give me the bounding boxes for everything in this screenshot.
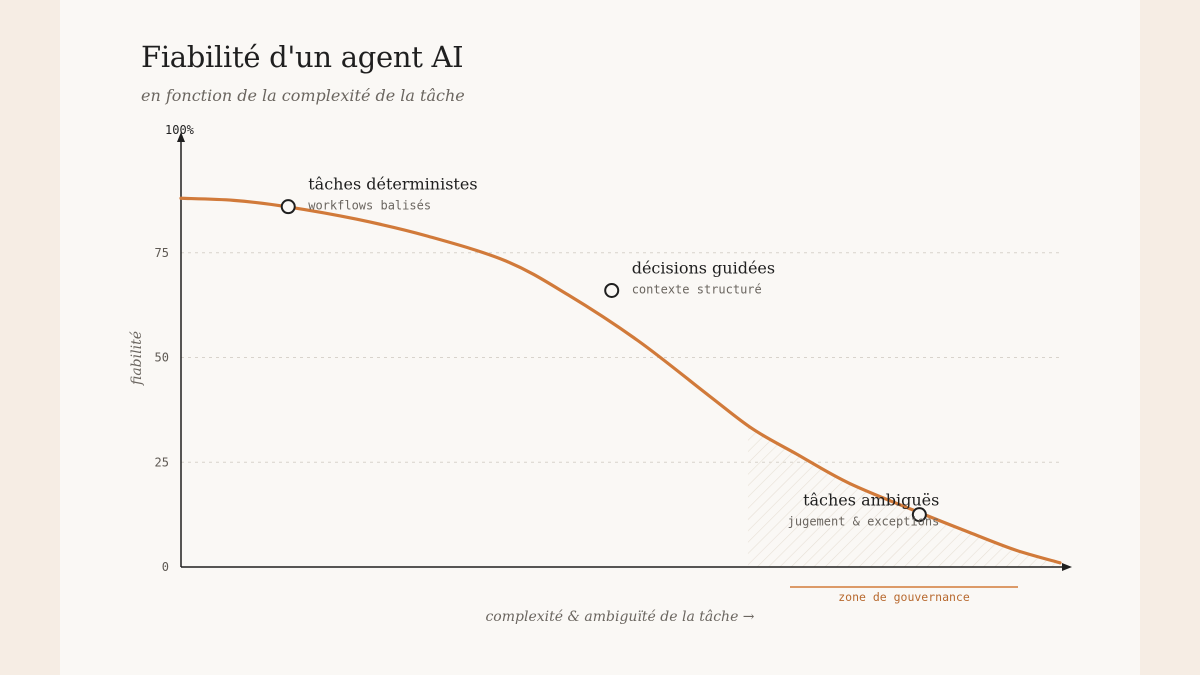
y-tick-label: 50 (155, 351, 169, 365)
x-axis-title: complexité & ambiguïté de la tâche → (485, 609, 754, 625)
annotation-sublabel: contexte structuré (632, 282, 762, 296)
annotation-label: décisions guidées (632, 258, 775, 277)
annotation-label: tâches ambiguës (803, 491, 939, 510)
annotation-marker (911, 507, 927, 523)
annotation-label: tâches déterministes (308, 175, 477, 194)
y-tick-label: 100% (165, 123, 195, 137)
chart-subtitle: en fonction de la complexité de la tâche (141, 86, 465, 105)
grid-lines (181, 252, 1060, 463)
y-tick-label: 75 (155, 246, 169, 260)
x-axis-arrow-icon (1062, 563, 1072, 571)
reliability-curve (179, 196, 1062, 565)
annotation-sublabel: workflows balisés (308, 199, 431, 213)
annotation-sublabel: jugement & exceptions (788, 515, 940, 529)
chart-title: Fiabilité d'un agent AI (141, 40, 464, 74)
y-axis-arrow-icon (177, 132, 185, 142)
annotation-marker (280, 199, 296, 215)
annotation-marker (604, 282, 620, 298)
y-tick-label: 0 (162, 560, 169, 574)
governance-zone-label: zone de gouvernance (838, 590, 970, 604)
y-tick-label: 25 (155, 455, 169, 469)
y-axis-title: fiabilité (129, 331, 145, 386)
